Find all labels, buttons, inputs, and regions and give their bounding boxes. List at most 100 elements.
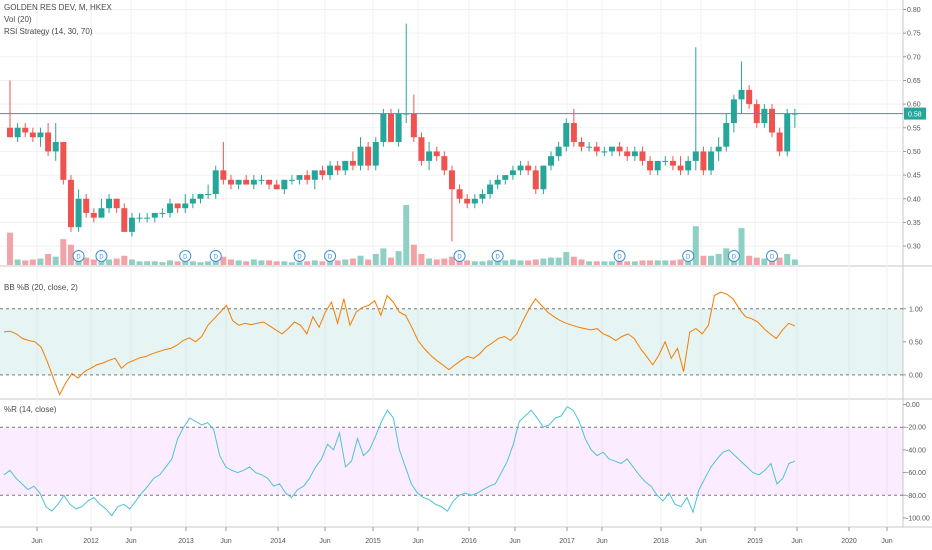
price-tick-label: 0.65 — [907, 78, 921, 85]
volume-bar — [448, 256, 455, 265]
candle-body — [578, 141, 585, 147]
candle-body — [281, 179, 288, 190]
indicator-tick-label: -80.00 — [906, 493, 926, 500]
candle-body — [624, 151, 631, 157]
candle-body — [639, 151, 646, 161]
candle-body — [235, 179, 242, 185]
candle-body — [159, 212, 166, 214]
dividend-marker[interactable] — [209, 250, 222, 262]
indicator-bands — [0, 308, 903, 496]
x-tick-label: 2018 — [653, 538, 669, 545]
volume-bar — [563, 252, 570, 265]
volume-bar — [502, 260, 509, 265]
candle-body — [433, 151, 440, 157]
volume-bar — [616, 261, 623, 265]
volume-bar — [266, 260, 273, 265]
candle-body — [98, 208, 105, 218]
volume-bar — [426, 258, 433, 265]
volume-bar — [273, 261, 280, 265]
dividend-label: D — [617, 255, 622, 261]
dividend-marker[interactable] — [491, 250, 504, 262]
williams-r-legend: %R (14, close) — [4, 405, 57, 414]
price-tick-label: 0.45 — [907, 173, 921, 180]
candle-body — [677, 165, 684, 171]
candle-body — [448, 170, 455, 190]
candle-body — [540, 165, 547, 190]
volume-bar — [220, 256, 227, 265]
volume-bar — [433, 259, 440, 265]
candle-body — [532, 170, 539, 190]
volume-bar — [624, 261, 631, 265]
candle-body — [128, 217, 135, 232]
indicator-tick-label: -20.00 — [906, 425, 926, 432]
volume-bar — [700, 255, 707, 265]
dividend-label: D — [99, 255, 104, 261]
volume-bar — [708, 255, 715, 265]
candle-body — [296, 175, 303, 180]
candle-body — [144, 217, 151, 219]
candle-body — [205, 194, 212, 196]
candle-body — [525, 165, 532, 171]
volume-bar — [189, 261, 196, 265]
candle-body — [784, 113, 791, 152]
candle-body — [669, 160, 676, 166]
time-axis: Jun 2012 Jun 2013 Jun 2014 Jun 2015 Jun 2016 Jun 20… — [31, 527, 893, 545]
dividend-label: D — [183, 255, 188, 261]
dividend-label: D — [297, 255, 302, 261]
x-tick-label: Jun — [695, 538, 706, 545]
volume-bar — [106, 259, 113, 265]
candle-body — [769, 108, 775, 133]
volume-bar — [197, 262, 204, 265]
candle-body — [761, 108, 768, 124]
last-price-badge — [904, 107, 926, 120]
candle-body — [692, 151, 699, 161]
volume-bar — [37, 258, 44, 265]
volume-bar — [631, 261, 638, 265]
dividend-marker[interactable] — [179, 250, 192, 262]
candle-body — [167, 203, 174, 213]
candle-body — [586, 146, 593, 148]
dividend-marker[interactable] — [324, 250, 337, 262]
candle-body — [647, 160, 654, 171]
dividend-marker[interactable] — [453, 250, 466, 262]
x-tick-label: Jun — [881, 538, 892, 545]
candle-body — [654, 160, 661, 171]
volume-bar — [548, 257, 555, 265]
volume-bar — [67, 244, 74, 265]
volume-bar — [418, 253, 425, 265]
candle-body — [67, 179, 74, 228]
x-tick-label: 2016 — [461, 538, 477, 545]
volume-bar — [357, 255, 364, 265]
volume-bar — [647, 260, 654, 265]
volume-bar — [136, 261, 143, 265]
dividend-marker[interactable] — [72, 250, 85, 262]
candle-body — [113, 198, 120, 209]
volume-bar — [532, 259, 539, 265]
candle-body — [357, 146, 364, 166]
dividend-label: D — [328, 255, 333, 261]
candle-body — [45, 132, 52, 152]
price-tick-label: 0.60 — [907, 102, 921, 109]
dividend-marker[interactable] — [766, 250, 778, 262]
chart-title: GOLDEN RES DEV, M, HKEX — [4, 3, 112, 12]
candle-body — [311, 170, 318, 180]
price-tick-label: 0.75 — [907, 31, 921, 38]
x-tick-label: Jun — [596, 538, 607, 545]
dividend-marker[interactable] — [293, 250, 306, 262]
indicator-line — [3, 291, 796, 396]
dividend-marker[interactable] — [727, 250, 740, 262]
volume-bar — [29, 259, 36, 265]
x-tick-label: 2012 — [83, 538, 99, 545]
volume-bar — [639, 260, 646, 265]
candle-body — [349, 160, 356, 166]
candle-body — [502, 175, 509, 180]
volume-bar — [601, 261, 608, 265]
dividend-marker[interactable] — [682, 250, 695, 262]
dividend-marker[interactable] — [613, 250, 626, 262]
price-tick-label: 0.50 — [907, 149, 921, 156]
volume-bar — [128, 259, 135, 265]
dividend-marker[interactable] — [95, 250, 108, 262]
candle-body — [136, 217, 143, 219]
